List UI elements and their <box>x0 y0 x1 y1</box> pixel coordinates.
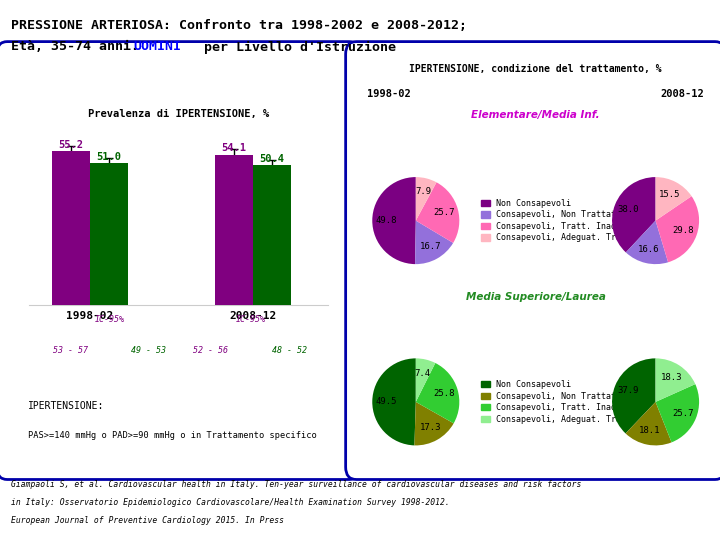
Bar <box>253 165 291 305</box>
Text: UOMINI: UOMINI <box>133 40 181 53</box>
Text: 48 - 52: 48 - 52 <box>272 346 307 355</box>
Wedge shape <box>372 359 416 445</box>
Text: 15.5: 15.5 <box>659 190 680 199</box>
Wedge shape <box>626 402 672 446</box>
Text: 49 - 53: 49 - 53 <box>131 346 166 355</box>
Text: 50.4: 50.4 <box>259 154 284 164</box>
Text: 17.3: 17.3 <box>420 423 441 432</box>
Text: Giampaoli S, et al. Cardiovascular health in Italy. Ten-year surveillance of car: Giampaoli S, et al. Cardiovascular healt… <box>11 480 581 489</box>
Text: 38.0: 38.0 <box>617 205 639 214</box>
Wedge shape <box>655 359 696 402</box>
Legend: Non Consapevoli, Consapevoli, Non Trattati, Consapevoli, Tratt. Inadeguat., Cons: Non Consapevoli, Consapevoli, Non Tratta… <box>480 379 648 426</box>
Text: Media Superiore/Laurea: Media Superiore/Laurea <box>466 292 606 301</box>
Bar <box>52 152 90 305</box>
Text: PRESSIONE ARTERIOSA: Confronto tra 1998-2002 e 2008-2012;: PRESSIONE ARTERIOSA: Confronto tra 1998-… <box>11 19 467 32</box>
Text: 37.9: 37.9 <box>617 387 639 395</box>
Wedge shape <box>416 359 436 402</box>
Text: 2008-12: 2008-12 <box>660 89 704 99</box>
Wedge shape <box>655 384 699 442</box>
Text: 18.3: 18.3 <box>661 373 683 382</box>
Text: 16.6: 16.6 <box>638 245 660 254</box>
Wedge shape <box>612 359 655 434</box>
Wedge shape <box>626 221 668 264</box>
Text: 53 - 57: 53 - 57 <box>53 346 88 355</box>
Legend: Non Consapevoli, Consapevoli, Non Trattati, Consapevoli, Tratt. Inadeguat., Cons: Non Consapevoli, Consapevoli, Non Tratta… <box>480 197 648 244</box>
Wedge shape <box>655 177 692 221</box>
Text: 29.8: 29.8 <box>672 226 694 235</box>
Wedge shape <box>415 221 453 264</box>
Text: 16.7: 16.7 <box>420 242 441 251</box>
Wedge shape <box>416 363 459 423</box>
Text: 7.4: 7.4 <box>415 369 431 377</box>
Wedge shape <box>415 402 454 446</box>
Text: IC-95%: IC-95% <box>235 315 265 325</box>
Text: Età, 35-74 anni.: Età, 35-74 anni. <box>11 40 147 53</box>
Text: in Italy: Osservatorio Epidemiologico Cardiovascolare/Health Examination Survey : in Italy: Osservatorio Epidemiologico Ca… <box>11 498 449 507</box>
Text: 49.5: 49.5 <box>375 397 397 406</box>
Text: 7.9: 7.9 <box>415 187 431 197</box>
Text: 25.7: 25.7 <box>433 208 455 217</box>
Text: IPERTENSIONE, condizione del trattamento, %: IPERTENSIONE, condizione del trattamento… <box>410 64 662 75</box>
Text: 25.7: 25.7 <box>672 409 694 417</box>
Text: Elementare/Media Inf.: Elementare/Media Inf. <box>472 110 600 120</box>
Text: 1998-02: 1998-02 <box>367 89 411 99</box>
Text: 25.8: 25.8 <box>433 389 455 398</box>
Text: 52 - 56: 52 - 56 <box>194 346 228 355</box>
Text: IPERTENSIONE:: IPERTENSIONE: <box>28 401 104 411</box>
Bar <box>215 154 253 305</box>
Text: 54.1: 54.1 <box>221 144 246 153</box>
Text: IC-95%: IC-95% <box>94 315 125 325</box>
Text: PAS>=140 mmHg o PAD>=90 mmHg o in Trattamento specifico: PAS>=140 mmHg o PAD>=90 mmHg o in Tratta… <box>28 431 317 441</box>
Text: 51.0: 51.0 <box>96 152 122 162</box>
Wedge shape <box>655 196 699 262</box>
Text: 49.8: 49.8 <box>375 216 397 225</box>
Text: 18.1: 18.1 <box>639 427 661 435</box>
Wedge shape <box>372 177 416 264</box>
Text: 55.2: 55.2 <box>58 140 84 150</box>
Wedge shape <box>612 177 655 252</box>
Text: per Livello d'Istruzione: per Livello d'Istruzione <box>196 40 396 53</box>
FancyBboxPatch shape <box>346 42 720 480</box>
Wedge shape <box>416 177 436 221</box>
Wedge shape <box>416 183 459 243</box>
Bar <box>90 163 128 305</box>
Text: European Journal of Preventive Cardiology 2015. In Press: European Journal of Preventive Cardiolog… <box>11 516 284 525</box>
FancyBboxPatch shape <box>0 42 359 480</box>
Title: Prevalenza di IPERTENSIONE, %: Prevalenza di IPERTENSIONE, % <box>88 109 269 119</box>
